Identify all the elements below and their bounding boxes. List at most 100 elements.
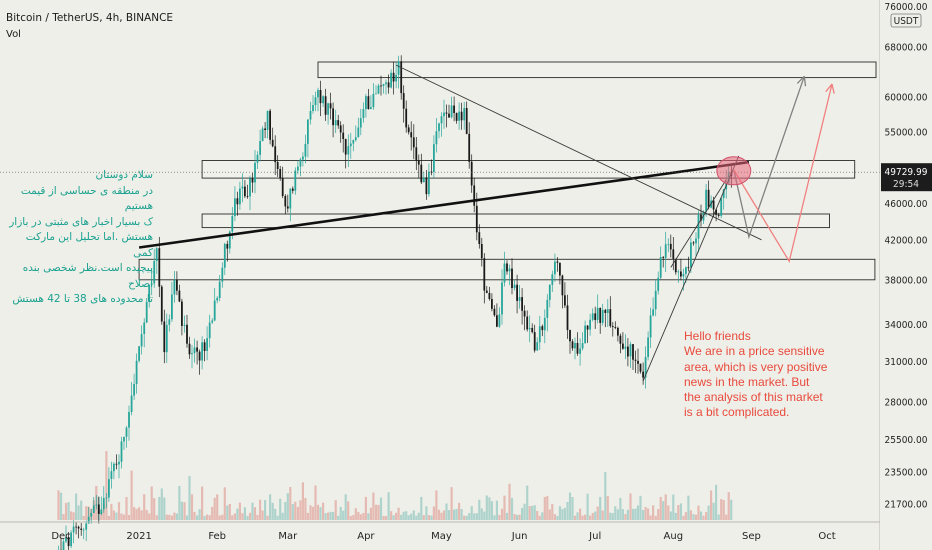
candle-body	[440, 116, 443, 124]
candle-body	[546, 299, 549, 318]
candle-body	[690, 242, 692, 268]
candle-body	[289, 188, 292, 209]
volume-bar	[687, 495, 690, 520]
candle-body	[223, 243, 226, 268]
time-tick-label: Sep	[742, 531, 761, 542]
candle-body	[100, 509, 103, 514]
time-tick-label: Feb	[208, 531, 226, 542]
candle-body	[191, 353, 193, 355]
candle-body	[715, 209, 717, 215]
volume-bar	[223, 487, 226, 520]
candle-body	[138, 346, 140, 361]
candle-body	[352, 140, 355, 144]
volume-bar	[652, 505, 655, 520]
volume-bar	[684, 512, 687, 520]
price-axis-top: 76000.00	[885, 2, 928, 13]
volume-bar	[362, 512, 365, 520]
volume-bar	[382, 515, 385, 520]
candle-body	[286, 206, 289, 209]
volume-bar	[538, 515, 541, 520]
candle-body	[158, 248, 161, 287]
volume-bar	[203, 515, 206, 520]
volume-bar	[566, 502, 569, 520]
candle-body	[390, 72, 392, 88]
candle-body	[594, 313, 597, 320]
candle-body	[435, 131, 438, 145]
trend-line	[138, 160, 750, 249]
volume-bar	[337, 515, 340, 520]
volume-bar	[682, 515, 685, 520]
candle-body	[518, 297, 521, 301]
candle-body	[254, 162, 256, 183]
candle-body	[528, 327, 531, 330]
candle-body	[160, 286, 163, 322]
volume-bars	[57, 451, 733, 520]
volume-bar	[697, 505, 700, 520]
candle-body	[62, 541, 65, 550]
volume-bar	[427, 515, 430, 520]
time-tick-label: 2021	[126, 531, 151, 542]
volume-bar	[505, 512, 509, 520]
volume-bar	[67, 502, 70, 520]
volume-bar	[246, 515, 249, 520]
time-tick-label: Mar	[278, 531, 298, 542]
candle-body	[105, 497, 108, 499]
candle-body	[201, 342, 203, 361]
volume-bar	[435, 490, 438, 520]
volume-bar	[274, 508, 277, 520]
volume-bar	[271, 502, 274, 520]
volume-bar	[145, 509, 148, 520]
candle-body	[397, 61, 400, 75]
volume-bar	[672, 494, 675, 520]
candle-body	[148, 285, 151, 302]
volume-bar	[440, 512, 443, 520]
candle-body	[574, 343, 576, 349]
candle-body	[186, 324, 188, 344]
volume-bar	[400, 514, 403, 520]
candle-body	[604, 309, 607, 313]
volume-bar	[558, 506, 561, 520]
candle-body	[465, 108, 468, 134]
volume-bar	[117, 502, 121, 520]
volume-bar	[551, 503, 554, 520]
volume-bar	[64, 502, 68, 520]
volume-bar	[503, 495, 506, 520]
volume-bar	[301, 482, 304, 520]
volume-bar	[241, 513, 244, 520]
volume-bar	[82, 515, 85, 520]
candle-body	[705, 189, 707, 212]
volume-bar	[155, 515, 158, 520]
candle-body	[609, 309, 612, 327]
candle-body	[382, 84, 385, 86]
candle-body	[281, 178, 284, 196]
volume-bar	[536, 511, 539, 520]
volume-bar	[112, 510, 115, 520]
candle-body	[339, 125, 342, 133]
volume-bar	[541, 512, 544, 520]
candle-body	[163, 321, 166, 353]
volume-bar	[130, 470, 133, 520]
volume-bar	[500, 508, 504, 520]
candle-body	[571, 341, 574, 349]
volume-label[interactable]: Vol	[6, 29, 21, 40]
volume-bar	[183, 502, 186, 520]
volume-bar	[523, 503, 526, 520]
volume-bar	[110, 503, 113, 520]
candle-body	[314, 97, 317, 106]
volume-bar	[311, 506, 315, 520]
volume-bar	[261, 510, 264, 520]
symbol-title[interactable]: Bitcoin / TetherUS, 4h, BINANCE	[6, 12, 174, 24]
candle-body	[231, 216, 234, 232]
candle-body	[516, 284, 518, 301]
volume-bar	[548, 509, 551, 520]
candle-body	[110, 471, 113, 479]
candle-body	[312, 105, 314, 111]
candle-body	[624, 346, 627, 349]
candle-body	[667, 243, 670, 245]
candle-body	[493, 308, 496, 316]
volume-bar	[450, 487, 453, 520]
candle-body	[634, 359, 637, 361]
volume-bar	[412, 510, 415, 520]
volume-bar	[299, 500, 302, 520]
